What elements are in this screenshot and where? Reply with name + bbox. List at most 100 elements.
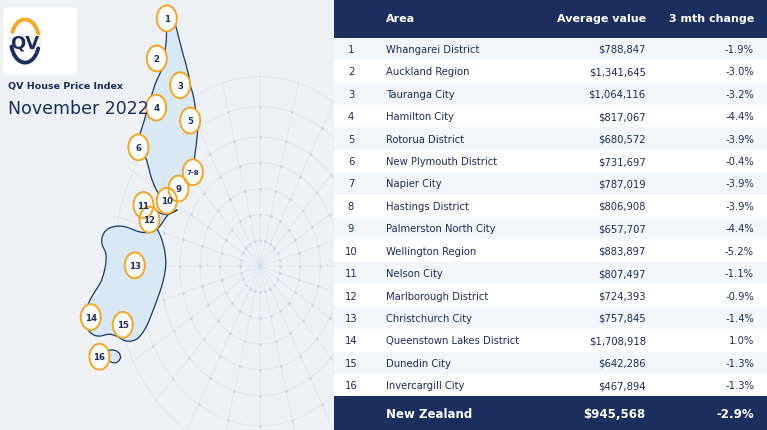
Text: New Plymouth District: New Plymouth District [386,157,497,167]
Text: Invercargill City: Invercargill City [386,380,464,390]
FancyBboxPatch shape [334,374,767,396]
FancyBboxPatch shape [3,9,77,75]
Text: -1.3%: -1.3% [725,380,754,390]
Text: $757,845: $757,845 [598,313,646,323]
Polygon shape [140,11,198,199]
Text: Auckland Region: Auckland Region [386,67,469,77]
Text: Napier City: Napier City [386,179,441,189]
Text: -4.4%: -4.4% [726,112,754,122]
Text: 16: 16 [344,380,357,390]
Text: Whangarei District: Whangarei District [386,45,479,55]
Text: 16: 16 [94,353,105,361]
Text: -0.4%: -0.4% [726,157,754,167]
FancyBboxPatch shape [334,307,767,329]
FancyBboxPatch shape [334,128,767,150]
Text: 15: 15 [344,358,357,368]
FancyBboxPatch shape [334,61,767,83]
FancyBboxPatch shape [334,240,767,262]
Circle shape [170,73,190,99]
Circle shape [156,6,177,32]
Circle shape [125,253,145,279]
Text: 9: 9 [347,224,354,234]
Text: Average value: Average value [557,14,646,25]
Text: -1.1%: -1.1% [725,268,754,279]
Text: 6: 6 [347,157,354,167]
Circle shape [9,21,41,62]
FancyBboxPatch shape [334,150,767,173]
Text: 11: 11 [344,268,357,279]
Text: Queenstown Lakes District: Queenstown Lakes District [386,335,518,346]
Text: $657,707: $657,707 [598,224,646,234]
Text: 11: 11 [137,201,150,210]
FancyBboxPatch shape [334,0,767,430]
Text: $807,497: $807,497 [598,268,646,279]
FancyBboxPatch shape [334,173,767,195]
Text: 3 mth change: 3 mth change [669,14,754,25]
FancyBboxPatch shape [334,352,767,374]
Text: November 2022: November 2022 [8,100,149,118]
Text: 13: 13 [344,313,357,323]
Circle shape [81,304,100,330]
FancyBboxPatch shape [334,0,767,39]
Text: Wellington Region: Wellington Region [386,246,476,256]
Text: Palmerston North City: Palmerston North City [386,224,495,234]
Circle shape [113,312,133,338]
Text: $945,568: $945,568 [584,407,646,420]
Circle shape [180,108,200,134]
Text: Hastings District: Hastings District [386,201,469,212]
Circle shape [156,188,177,214]
Text: -1.9%: -1.9% [725,45,754,55]
Text: 1: 1 [164,15,170,24]
Text: $817,067: $817,067 [598,112,646,122]
Text: New Zealand: New Zealand [386,407,472,420]
FancyBboxPatch shape [334,106,767,128]
Text: -1.3%: -1.3% [725,358,754,368]
Text: 7: 7 [347,179,354,189]
Text: $1,064,116: $1,064,116 [588,89,646,100]
Text: $1,341,645: $1,341,645 [588,67,646,77]
Text: $731,697: $731,697 [598,157,646,167]
Text: 10: 10 [161,197,173,206]
Text: -2.9%: -2.9% [716,407,754,420]
Text: Dunedin City: Dunedin City [386,358,450,368]
Text: Rotorua District: Rotorua District [386,134,464,144]
Polygon shape [104,350,120,363]
FancyBboxPatch shape [334,329,767,352]
Text: QV: QV [11,34,40,52]
Text: 2: 2 [347,67,354,77]
Circle shape [169,176,189,202]
Text: $1,708,918: $1,708,918 [588,335,646,346]
Text: QV House Price Index: QV House Price Index [8,82,123,91]
Text: 10: 10 [344,246,357,256]
Polygon shape [85,206,177,341]
Circle shape [140,207,160,233]
Text: -0.9%: -0.9% [725,291,754,301]
Text: 8: 8 [348,201,354,212]
FancyBboxPatch shape [334,285,767,307]
Text: 12: 12 [143,216,156,224]
Text: -3.9%: -3.9% [725,179,754,189]
Text: 14: 14 [84,313,97,322]
Text: Christchurch City: Christchurch City [386,313,472,323]
Text: 3: 3 [177,82,183,90]
Text: 7-8: 7-8 [186,170,199,176]
Text: 14: 14 [344,335,357,346]
Text: Nelson City: Nelson City [386,268,443,279]
Text: 2: 2 [154,55,160,64]
Circle shape [183,160,202,186]
FancyBboxPatch shape [334,218,767,240]
Text: Area: Area [386,14,415,25]
Text: 1: 1 [347,45,354,55]
FancyBboxPatch shape [334,83,767,106]
Circle shape [128,135,149,161]
Text: -3.9%: -3.9% [725,201,754,212]
Text: $680,572: $680,572 [598,134,646,144]
Text: -5.2%: -5.2% [725,246,754,256]
FancyBboxPatch shape [334,262,767,285]
Text: -3.9%: -3.9% [725,134,754,144]
Text: 15: 15 [117,321,129,329]
Text: $806,908: $806,908 [598,201,646,212]
Text: 4: 4 [153,104,160,113]
Text: Tauranga City: Tauranga City [386,89,454,100]
Text: -3.2%: -3.2% [725,89,754,100]
